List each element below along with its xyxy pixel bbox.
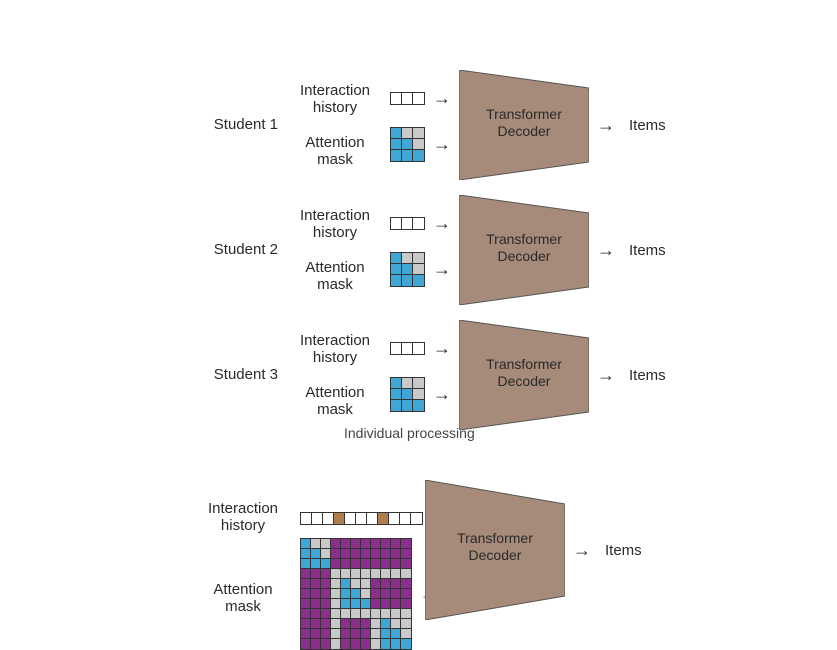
interaction-history-cells (390, 217, 425, 230)
interaction-history-cells (390, 342, 425, 355)
arrow-icon: → (433, 384, 451, 405)
transformer-decoder: TransformerDecoder (459, 320, 589, 430)
combined-labels: Interaction history Attention mask (198, 500, 288, 615)
interaction-history-label: Interaction history (290, 332, 380, 367)
transformer-decoder-label: TransformerDecoder (459, 356, 589, 390)
arrow-icon: → (597, 115, 615, 136)
attention-mask-label: Attention mask (290, 134, 380, 169)
items-label: Items (629, 117, 666, 134)
student-label: Student 1 (198, 116, 278, 133)
attention-mask-label: Attention mask (290, 259, 380, 294)
arrow-icon: → (597, 365, 615, 386)
transformer-decoder-label: TransformerDecoder (425, 530, 565, 564)
student-label: Student 2 (198, 241, 278, 258)
attention-mask-grid (390, 127, 425, 162)
items-label: Items (605, 542, 642, 559)
transformer-decoder: TransformerDecoder (459, 70, 589, 180)
items-label: Items (629, 367, 666, 384)
arrow-icon: → (433, 259, 451, 280)
combined-attention-mask (300, 538, 412, 650)
transformer-decoder-label: TransformerDecoder (459, 231, 589, 265)
student-1-row: Student 1 Interaction history Attention ma… (198, 70, 666, 180)
interaction-history-label: Interaction history (290, 207, 380, 242)
arrow-icon: → (433, 213, 451, 234)
combined-history-cells (300, 512, 423, 525)
attention-mask-grid (390, 377, 425, 412)
student-label: Student 3 (198, 366, 278, 383)
arrow-icon: → (597, 240, 615, 261)
student-2-row: Student 2 Interaction history Attention ma… (198, 195, 666, 305)
attention-mask-label: Attention mask (290, 384, 380, 419)
interaction-history-label: Interaction history (198, 500, 288, 535)
arrow-icon: → (433, 134, 451, 155)
transformer-decoder: TransformerDecoder (459, 195, 589, 305)
transformer-decoder-label: TransformerDecoder (459, 106, 589, 140)
caption-individual: Individual processing (344, 425, 475, 441)
attention-mask-grid (390, 252, 425, 287)
arrow-icon: → (433, 88, 451, 109)
transformer-decoder: TransformerDecoder (425, 480, 565, 620)
arrow-icon: → (433, 338, 451, 359)
items-label: Items (629, 242, 666, 259)
interaction-history-label: Interaction history (290, 82, 380, 117)
arrow-icon: → (573, 540, 591, 561)
attention-mask-label: Attention mask (198, 581, 288, 616)
student-3-row: Student 3 Interaction history Attention ma… (198, 320, 666, 430)
interaction-history-cells (390, 92, 425, 105)
combined-transformer-row: TransformerDecoder → Items (425, 480, 642, 620)
